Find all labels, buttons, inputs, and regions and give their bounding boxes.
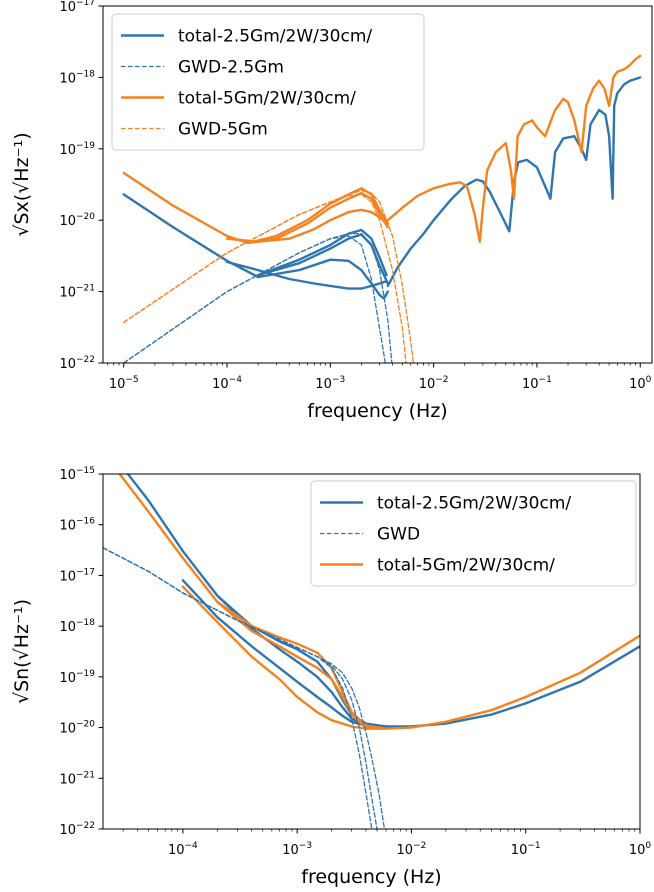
minor-ticks <box>107 363 636 366</box>
x-tick-label: 10−1 <box>522 375 552 392</box>
gwd-series-line-6 <box>103 547 373 829</box>
y-tick-label: 10−18 <box>59 69 95 86</box>
series-group <box>103 474 640 829</box>
x-tick-label: 10−4 <box>212 375 242 392</box>
y-tick-label: 10−16 <box>59 517 95 534</box>
gwd-series-line-12 <box>123 189 415 363</box>
y-tick-label: 10−18 <box>59 618 95 635</box>
x-tick-label: 10−2 <box>397 841 427 858</box>
x-tick-label: 100 <box>629 375 652 392</box>
y-tick-label: 10−20 <box>59 212 95 229</box>
x-tick-label: 10−3 <box>282 841 312 858</box>
total-series-line-0 <box>122 193 389 300</box>
legend-label: GWD-5Gm <box>178 120 268 140</box>
y-tick-label: 10−19 <box>59 669 95 686</box>
total-series-line-5 <box>122 171 389 245</box>
x-tick-label: 10−5 <box>109 375 139 392</box>
total-series-line-8 <box>386 54 642 243</box>
total-series-line-7 <box>225 208 389 243</box>
y-tick-label: 10−22 <box>59 821 95 838</box>
plot-frame <box>102 5 653 364</box>
x-tick-label: 10−4 <box>168 841 198 858</box>
plot-frame <box>102 473 641 830</box>
legend-box <box>111 13 425 151</box>
y-tick-label: 10−22 <box>59 355 95 372</box>
legend-box <box>310 480 637 587</box>
x-tick-label: 10−3 <box>315 375 345 392</box>
gwd-series-line-11 <box>123 193 407 363</box>
total-series-line-1 <box>256 233 389 285</box>
x-axis-label: frequency (Hz) <box>301 866 441 888</box>
legend-label: total-5Gm/2W/30cm/ <box>377 556 555 576</box>
chart-bottom-sn: 10−4 10−3 10−2 10−1 100 10−22 10−21 10−20 10−19 1… <box>11 466 651 888</box>
legend-label: GWD <box>377 525 420 545</box>
total-series-line-4 <box>386 76 642 288</box>
series-group <box>122 54 642 363</box>
gwd-series-line-9 <box>123 235 386 363</box>
legend-label: total-5Gm/2W/30cm/ <box>178 89 356 109</box>
chart-top-sx: 10−5 10−4 10−3 10−2 10−1 100 10−22 10−21 10−20 10… <box>11 0 653 422</box>
y-tick-label: 10−15 <box>59 466 95 483</box>
total-series-line-1 <box>216 594 388 728</box>
legend-label: total-2.5Gm/2W/30cm/ <box>178 27 372 47</box>
x-tick-label: 10−2 <box>419 375 449 392</box>
y-axis-label: √Sx(√Hz⁻¹) <box>11 132 33 236</box>
y-tick-label: 10−19 <box>59 141 95 158</box>
x-axis-label: frequency (Hz) <box>307 400 447 422</box>
x-tick-label: 100 <box>629 841 652 858</box>
y-tick-label: 10−21 <box>59 284 95 301</box>
minor-ticks <box>122 829 636 832</box>
gwd-series-line-8 <box>103 547 386 829</box>
total-series-line-2 <box>181 579 388 728</box>
y-axis-label: √Sn(√Hz⁻¹) <box>11 599 33 704</box>
total-series-line-2 <box>256 228 388 277</box>
x-tick-label: 10−1 <box>511 841 541 858</box>
y-tick-label: 10−20 <box>59 720 95 737</box>
legend: total-2.5Gm/2W/30cm/GWD total-5Gm/2W/30cm… <box>310 480 637 587</box>
gwd-series-line-10 <box>123 232 393 363</box>
y-tick-label: 10−21 <box>59 770 95 787</box>
legend-label: total-2.5Gm/2W/30cm/ <box>377 494 571 514</box>
y-tick-label: 10−17 <box>59 0 95 15</box>
total-series-line-3 <box>225 260 388 290</box>
legend: total-2.5Gm/2W/30cm/GWD-2.5Gm total-5Gm/2… <box>111 13 425 151</box>
y-tick-label: 10−17 <box>59 567 95 584</box>
legend-label: GWD-2.5Gm <box>178 58 284 78</box>
